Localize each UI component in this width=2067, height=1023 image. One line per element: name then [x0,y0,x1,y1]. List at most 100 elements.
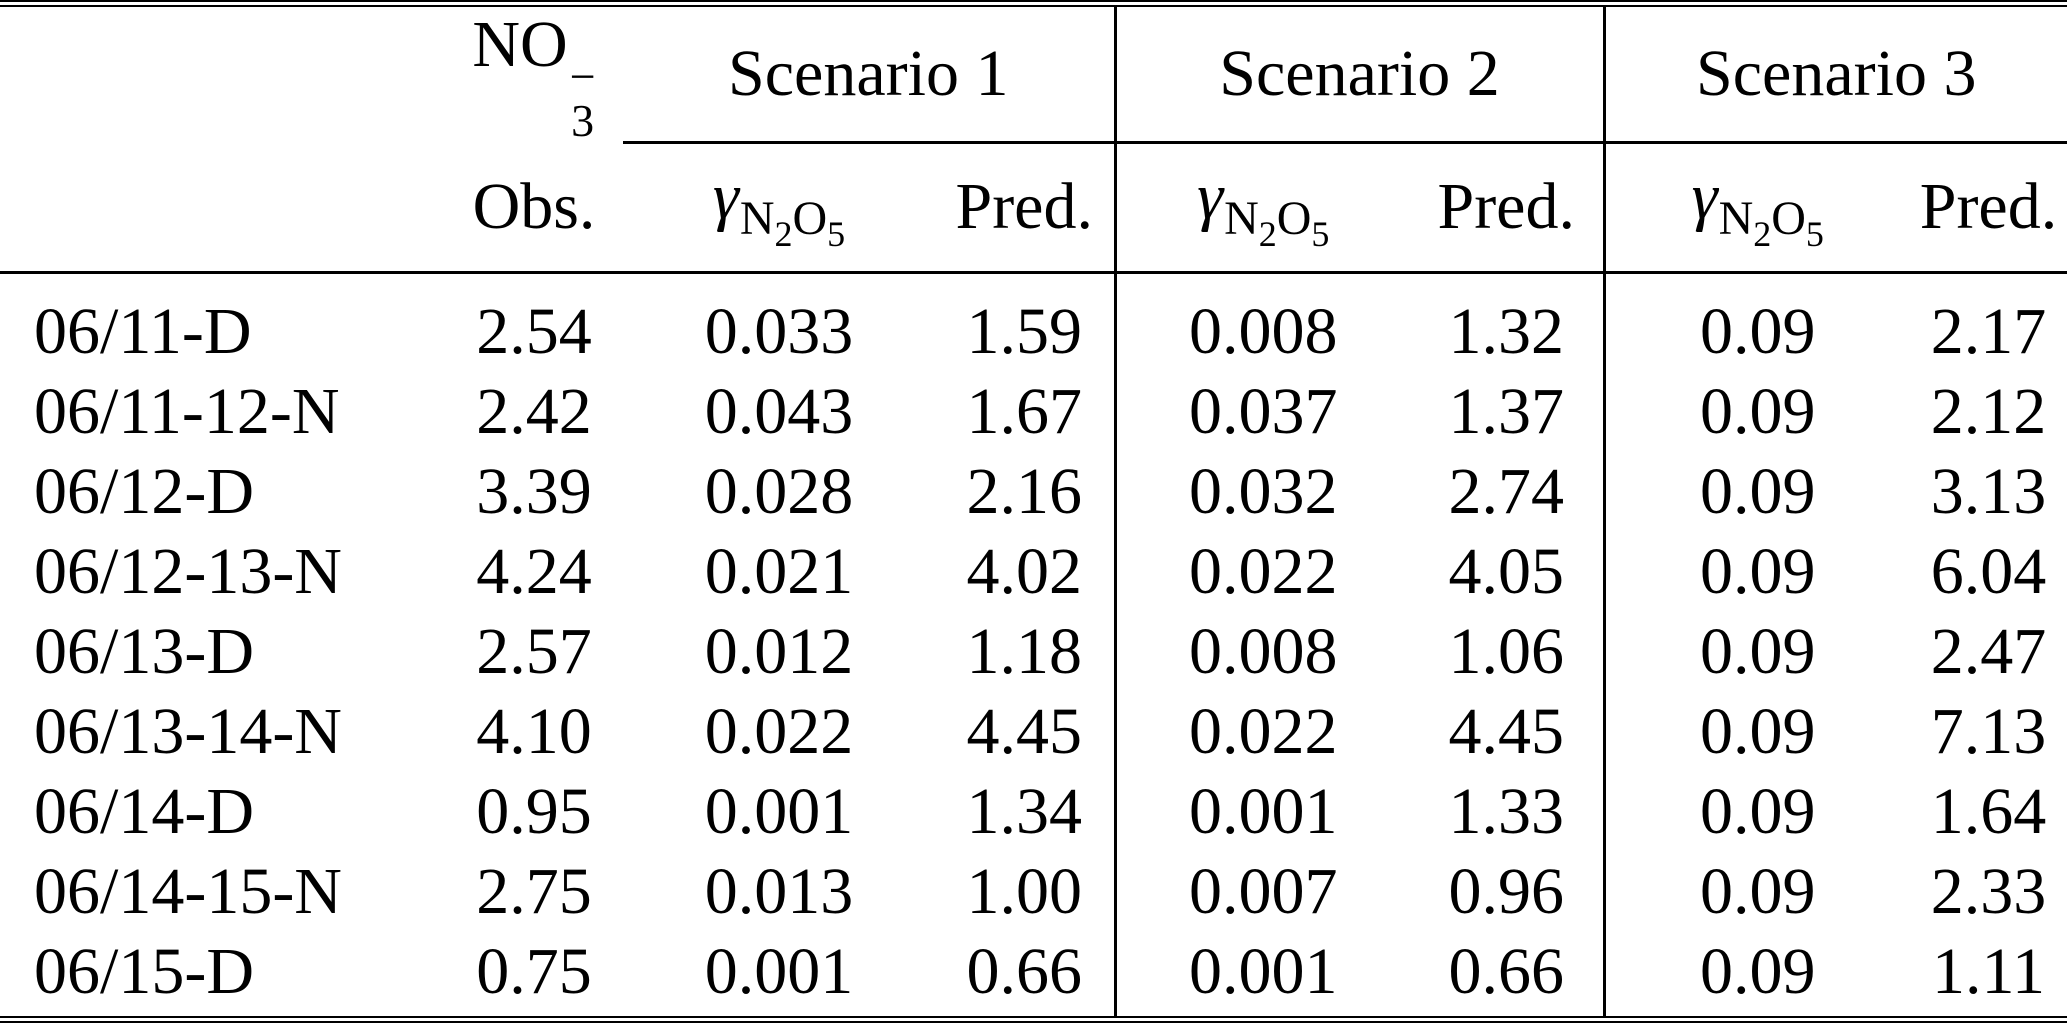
row-label: 06/14-15-N [34,855,342,929]
obs-value: 0.75 [476,935,592,1009]
s2-gamma-value: 0.007 [1113,852,1410,933]
spacer-cell [1602,272,2067,293]
table-row: 06/15-D 0.75 0.001 0.66 0.001 0.66 0.09 … [0,932,2067,1013]
s3-pred-value: 6.04 [1930,535,2047,609]
s1-pred-value: 4.02 [966,535,1083,609]
s2-pred-value: 4.45 [1448,695,1565,769]
s3-gamma-value: 0.09 [1602,932,1910,1013]
s3-gamma-value: 0.09 [1602,532,1910,613]
empty-header-cell [0,142,445,274]
s2-pred-value: 4.05 [1448,535,1565,609]
s3-gamma-value: 0.09 [1602,772,1910,853]
s2-pred-value: 1.37 [1448,375,1565,449]
s3-pred-value: 1.11 [1931,935,2046,1009]
s3-pred-value: 2.33 [1930,855,2047,929]
s2-gamma-value: 0.001 [1113,932,1410,1013]
s2-gamma-value: 0.032 [1113,452,1410,533]
gamma-symbol: γ [1691,160,1718,234]
s1-pred-value: 1.34 [966,775,1083,849]
s1-pred-value: 1.18 [966,615,1083,689]
s2-pred-value: 0.66 [1448,935,1565,1009]
no3-subsup: −3 [569,51,596,143]
s1-gamma-value: 0.013 [704,855,854,929]
s3-pred-value: 1.64 [1930,775,2047,849]
s1-pred-value: 0.66 [966,935,1083,1009]
row-label: 06/13-D [34,615,254,689]
s3-pred-value: 2.17 [1930,295,2047,369]
s2-pred-value: 1.33 [1448,775,1565,849]
obs-value: 4.10 [476,695,592,769]
s3-gamma-value: 0.09 [1602,372,1910,453]
s3-pred-value: 3.13 [1930,455,2047,529]
scenario-2-header: Scenario 2 [1113,7,1604,144]
row-label: 06/13-14-N [34,695,342,769]
s3-gamma-value: 0.09 [1602,292,1910,373]
s2-gamma-value: 0.037 [1113,372,1410,453]
s2-gamma-value: 0.022 [1113,692,1410,773]
spacer-cell [1113,1012,1604,1016]
obs-value: 2.42 [476,375,592,449]
s3-gamma-column-header: γN2O5 [1602,142,1910,274]
obs-value: 2.75 [476,855,592,929]
column-header-row: Obs. γN2O5 Pred. γN2O5 Pred. γN2O5 Pred. [0,142,2067,274]
spacer-cell [1602,1012,2067,1016]
obs-column-header: Obs. [445,142,623,274]
s1-pred-value: 1.67 [966,375,1083,449]
table-row: 06/11-D 2.54 0.033 1.59 0.008 1.32 0.09 … [0,292,2067,373]
s3-gamma-value: 0.09 [1602,452,1910,533]
row-label: 06/11-D [34,295,252,369]
obs-value: 2.57 [476,615,592,689]
scenario-1-header: Scenario 1 [623,7,1115,144]
s1-pred-value: 2.16 [966,455,1083,529]
no3-superscript: − [569,51,596,102]
scenario-3-header: Scenario 3 [1602,7,2067,144]
s1-gamma-value: 0.012 [704,615,854,689]
s2-gamma-value: 0.022 [1113,532,1410,613]
s1-pred-value: 1.00 [966,855,1083,929]
obs-value: 0.95 [476,775,592,849]
s2-pred-value: 0.96 [1448,855,1565,929]
row-label: 06/11-12-N [34,375,340,449]
s1-gamma-value: 0.028 [704,455,854,529]
s1-gamma-value: 0.043 [704,375,854,449]
s2-pred-column-header: Pred. [1410,142,1604,274]
no3-base: NO [472,8,568,81]
gamma-symbol: γ [1197,160,1224,234]
s1-gamma-column-header: γN2O5 [623,142,935,274]
group-header-row: NO −3 Scenario 1 Scenario 2 Scenario 3 [0,7,2067,144]
no3-subscript: 3 [571,94,595,143]
s3-pred-column-header: Pred. [1910,142,2067,274]
s1-pred-value: 4.45 [966,695,1083,769]
no3-header: NO −3 [445,7,623,142]
s3-gamma-value: 0.09 [1602,692,1910,773]
table-row: 06/13-14-N 4.10 0.022 4.45 0.022 4.45 0.… [0,692,2067,773]
spacer-cell [1113,272,1604,293]
obs-value: 2.54 [476,295,592,369]
results-table: NO −3 Scenario 1 Scenario 2 Scenario 3 Ob… [0,7,2067,1016]
row-label: 06/12-13-N [34,535,342,609]
spacer-row [0,1012,2067,1016]
s1-gamma-value: 0.022 [704,695,854,769]
table-row: 06/13-D 2.57 0.012 1.18 0.008 1.06 0.09 … [0,612,2067,693]
s1-pred-value: 1.59 [966,295,1083,369]
s1-pred-column-header: Pred. [935,142,1115,274]
s1-gamma-value: 0.021 [704,535,854,609]
gamma-formula: N2O5 [739,192,846,255]
s1-gamma-value: 0.033 [704,295,854,369]
s2-pred-value: 1.32 [1448,295,1565,369]
s2-pred-value: 1.06 [1448,615,1565,689]
spacer-row [0,272,2067,293]
table-row: 06/12-D 3.39 0.028 2.16 0.032 2.74 0.09 … [0,452,2067,533]
s3-gamma-value: 0.09 [1602,852,1910,933]
gamma-formula: N2O5 [1224,192,1330,255]
row-label: 06/14-D [34,775,254,849]
empty-corner-cell [0,7,445,142]
s2-gamma-value: 0.008 [1113,292,1410,373]
table-row: 06/11-12-N 2.42 0.043 1.67 0.037 1.37 0.… [0,372,2067,453]
spacer-cell [0,272,1115,292]
table-row: 06/14-15-N 2.75 0.013 1.00 0.007 0.96 0.… [0,852,2067,933]
s2-gamma-value: 0.001 [1113,772,1410,853]
s3-pred-value: 7.13 [1930,695,2047,769]
spacer-cell [0,1012,1115,1016]
